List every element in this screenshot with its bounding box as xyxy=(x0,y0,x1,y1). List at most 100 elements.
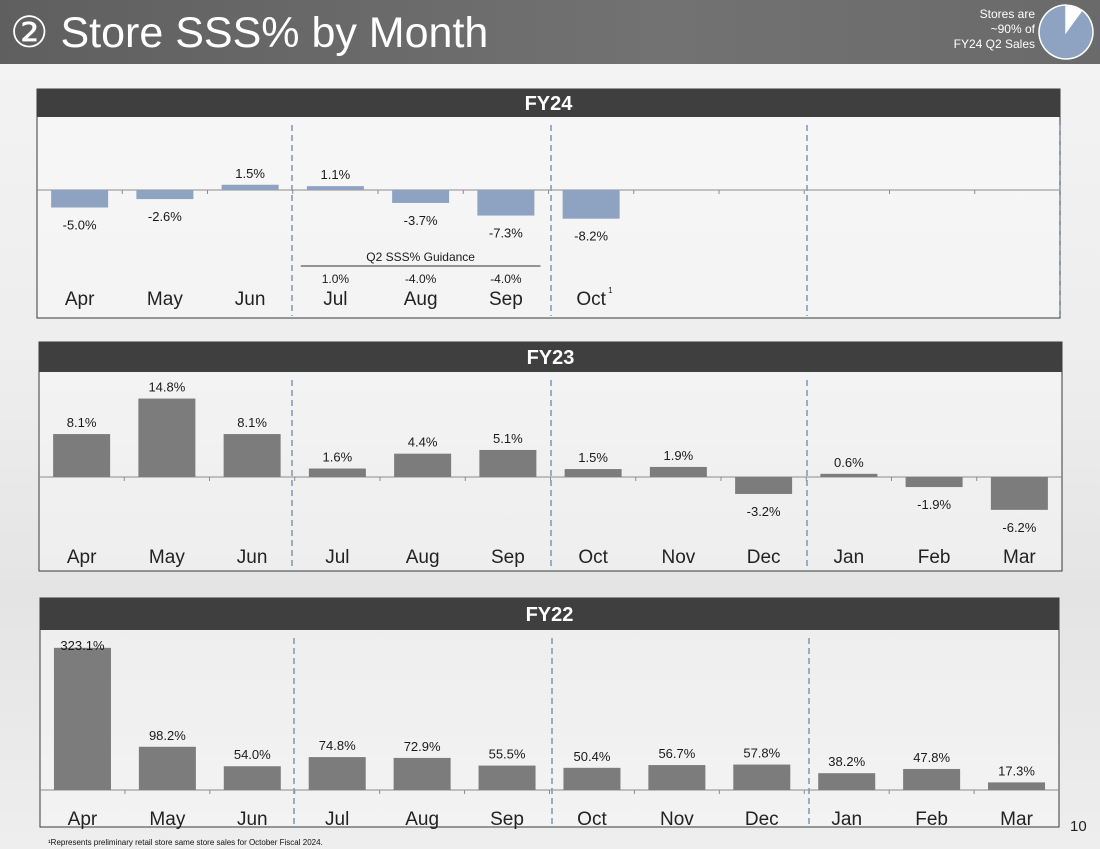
pie-stores-slice xyxy=(1038,4,1094,60)
bar xyxy=(903,768,961,790)
category-label: Sep xyxy=(490,809,524,830)
category-label: Jul xyxy=(325,547,349,568)
category-label: Oct xyxy=(578,547,608,568)
data-label: 74.8% xyxy=(319,738,356,753)
bar xyxy=(53,434,111,477)
data-label: 8.1% xyxy=(67,415,97,430)
data-label: 38.2% xyxy=(828,754,865,769)
category-label: Nov xyxy=(661,547,695,568)
chart-panel-frame xyxy=(36,88,1061,319)
chart-title: FY24 xyxy=(525,93,574,115)
category-label: Dec xyxy=(747,547,781,568)
data-label: 1.5% xyxy=(235,166,265,181)
category-label: May xyxy=(149,809,185,830)
category-label: Oct xyxy=(576,289,606,310)
bar xyxy=(478,765,536,790)
stores-note-line-1: Stores are xyxy=(979,7,1035,21)
category-label: Oct xyxy=(577,809,607,830)
category-label: Aug xyxy=(406,547,440,568)
data-label: -6.2% xyxy=(1002,520,1036,535)
bar xyxy=(138,398,196,477)
guidance-value: -4.0% xyxy=(490,272,522,286)
data-label: -5.0% xyxy=(63,218,97,233)
bar xyxy=(820,473,878,477)
data-label: 72.9% xyxy=(404,739,441,754)
chart-title: FY22 xyxy=(526,604,574,626)
category-label: Apr xyxy=(67,547,97,568)
bar xyxy=(392,190,450,203)
category-label: Nov xyxy=(660,809,694,830)
data-label: 4.4% xyxy=(408,435,438,450)
bar xyxy=(308,468,366,477)
category-label: Jan xyxy=(834,547,865,568)
guidance-value: 1.0% xyxy=(322,272,350,286)
bar xyxy=(53,647,111,790)
bar xyxy=(649,466,707,477)
data-label: 50.4% xyxy=(574,749,611,764)
data-label: -2.6% xyxy=(148,209,182,224)
data-label: -3.7% xyxy=(404,213,438,228)
data-label: 54.0% xyxy=(234,747,271,762)
data-label: -3.2% xyxy=(747,504,781,519)
data-label: 57.8% xyxy=(743,746,780,761)
stores-note-line-2: ~90% of xyxy=(990,22,1035,36)
guidance-title: Q2 SSS% Guidance xyxy=(366,250,475,264)
data-label: 47.8% xyxy=(913,750,950,765)
sales-share-pie-icon xyxy=(1038,4,1094,60)
data-label: 1.9% xyxy=(664,448,694,463)
category-label: Sep xyxy=(491,547,525,568)
category-label: Mar xyxy=(1000,809,1033,830)
bar xyxy=(221,184,279,190)
bar xyxy=(136,190,194,200)
page-title: ② Store SSS% by Month xyxy=(10,9,489,57)
bar xyxy=(394,453,452,477)
data-label: 1.6% xyxy=(323,450,353,465)
chart-panel-header xyxy=(39,342,1062,372)
category-label: Jul xyxy=(323,289,347,310)
category-label: Jun xyxy=(237,547,268,568)
data-label: -1.9% xyxy=(917,497,951,512)
bar xyxy=(988,782,1046,790)
bar xyxy=(308,757,366,790)
bar xyxy=(818,773,876,790)
title-bar: ② Store SSS% by Month Stores are ~90% of… xyxy=(0,0,1100,64)
data-label: 1.5% xyxy=(578,450,608,465)
category-label: Jul xyxy=(325,809,349,830)
bar xyxy=(477,190,535,216)
chart-panel-frame xyxy=(39,597,1060,828)
bar xyxy=(223,766,281,790)
bar xyxy=(306,186,364,190)
bar xyxy=(905,477,963,488)
data-label: 14.8% xyxy=(148,380,185,395)
category-label: Sep xyxy=(489,289,523,310)
bar xyxy=(990,477,1048,510)
category-label: Aug xyxy=(404,289,438,310)
bar xyxy=(562,190,620,219)
bar xyxy=(393,757,451,790)
data-label: 56.7% xyxy=(658,746,695,761)
category-label: May xyxy=(147,289,183,310)
category-label: Jun xyxy=(237,809,268,830)
stores-note-line-3: FY24 Q2 Sales xyxy=(953,37,1035,51)
category-label: Apr xyxy=(65,289,95,310)
data-label: 55.5% xyxy=(489,747,526,762)
bar xyxy=(733,764,791,790)
category-label: Feb xyxy=(918,547,951,568)
data-label: 17.3% xyxy=(998,763,1035,778)
chart-panel-header xyxy=(37,89,1060,117)
data-label: 323.1% xyxy=(60,638,105,653)
footnote-marker: 1 xyxy=(608,286,613,295)
category-label: Jan xyxy=(831,809,862,830)
data-label: 1.1% xyxy=(321,167,351,182)
bar xyxy=(564,469,622,477)
bar xyxy=(479,449,537,477)
data-label: 0.6% xyxy=(834,455,864,470)
data-label: 98.2% xyxy=(149,728,186,743)
guidance-value: -4.0% xyxy=(405,272,437,286)
stores-share-note: Stores are ~90% of FY24 Q2 Sales xyxy=(915,7,1035,52)
bar xyxy=(648,765,706,790)
bar xyxy=(138,746,196,790)
bar xyxy=(735,477,793,494)
footnote: ¹Represents preliminary retail store sam… xyxy=(48,838,323,847)
